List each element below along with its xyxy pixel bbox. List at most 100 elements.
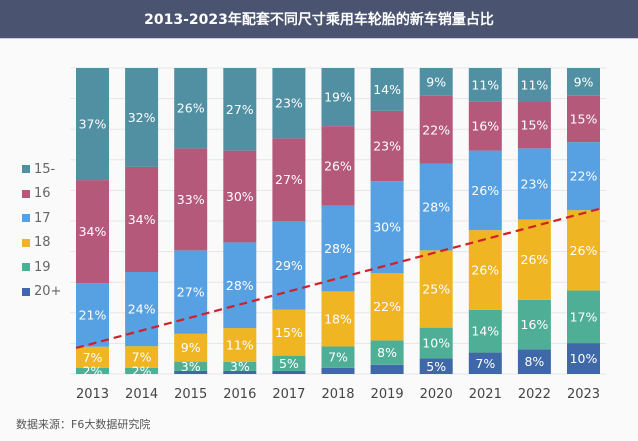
bar-segment-18-2015: [174, 333, 208, 362]
bar-segment-19-2015: [174, 361, 208, 371]
data-label: 37%: [79, 117, 107, 132]
bar-segment-18-2020: [419, 250, 453, 328]
bar-segment-17-2020: [419, 163, 453, 251]
data-label: 14%: [373, 82, 401, 97]
data-label: 5%: [426, 359, 446, 374]
bar-segment-16-2023: [567, 95, 600, 143]
bar-segment-17-2022: [517, 148, 551, 220]
data-label: 2%: [83, 363, 103, 378]
bar-segment-18-2022: [517, 219, 551, 300]
bar-segment-19-2018: [321, 346, 355, 368]
legend-item-15-: 15-: [22, 157, 61, 182]
bar-segment-18-2013: [76, 346, 109, 368]
data-label: 33%: [177, 192, 205, 207]
bar-segment-20+-2018: [321, 367, 355, 374]
x-tick-label: 2020: [420, 387, 453, 402]
bar-segment-19-2014: [125, 367, 159, 374]
legend-item-19: 19: [22, 255, 61, 280]
legend-item-20+: 20+: [22, 280, 61, 305]
legend-swatch: [22, 165, 30, 174]
data-label: 26%: [324, 158, 352, 173]
bar-segment-19-2016: [223, 361, 257, 371]
data-label: 11%: [521, 78, 549, 93]
bar-segment-15--2015: [174, 68, 208, 149]
data-label: 22%: [373, 299, 401, 314]
x-tick-label: 2013: [76, 387, 109, 402]
data-label: 8%: [377, 345, 397, 360]
bar-segment-16-2015: [174, 148, 208, 251]
data-label: 11%: [226, 337, 254, 352]
data-label: 26%: [471, 183, 499, 198]
data-label: 26%: [471, 262, 499, 277]
data-label: 23%: [373, 139, 401, 154]
legend-swatch: [22, 214, 30, 223]
legend-swatch: [22, 287, 30, 296]
x-tick-label: 2023: [567, 387, 600, 402]
data-label: 32%: [128, 110, 156, 125]
data-label: 30%: [373, 220, 401, 235]
bar-segment-16-2019: [370, 110, 404, 182]
data-label: 23%: [275, 96, 303, 111]
data-label: 2%: [132, 363, 152, 378]
data-label: 7%: [328, 350, 348, 365]
data-label: 10%: [422, 336, 450, 351]
data-label: 34%: [79, 224, 107, 239]
data-label: 16%: [521, 317, 549, 332]
legend-label: 17: [34, 210, 51, 226]
data-label: 23%: [521, 176, 549, 191]
bar-segment-15--2014: [125, 68, 159, 167]
bar-segment-15--2018: [321, 68, 355, 127]
bar-segment-16-2014: [125, 166, 159, 272]
bar-segment-20+-2021: [468, 352, 502, 374]
bar-segment-20+-2023: [567, 343, 600, 374]
data-label: 29%: [275, 258, 303, 273]
data-label: 7%: [132, 350, 152, 365]
data-label: 5%: [279, 356, 299, 371]
bar-segment-20+-2017: [272, 370, 306, 374]
data-label: 24%: [128, 302, 156, 317]
chart-title: 2013-2023年配套不同尺寸乘用车轮胎的新车销量占比: [0, 0, 638, 39]
legend-item-18: 18: [22, 231, 61, 256]
data-label: 26%: [177, 101, 205, 116]
data-label: 11%: [471, 77, 499, 92]
bar-segment-17-2018: [321, 205, 355, 292]
x-axis-ticks: 2013 2014 2015 2016 2017 2018 2019 2020 2021 2022…: [76, 387, 600, 402]
data-label: 26%: [521, 252, 549, 267]
data-source: 数据来源：F6大数据研究院: [16, 418, 151, 431]
x-tick-label: 2018: [321, 387, 354, 402]
x-tick-label: 2016: [223, 387, 256, 402]
x-tick-label: 2017: [272, 387, 305, 402]
data-label: 22%: [422, 122, 450, 137]
bar-segment-18-2016: [223, 328, 257, 362]
legend: 15- 16 17 18 19 20+: [22, 157, 61, 304]
bar-segment-20+-2020: [419, 358, 453, 374]
bar-segment-15--2021: [468, 68, 502, 102]
bar-segment-17-2019: [370, 181, 404, 274]
bar-segment-19-2013: [76, 367, 109, 374]
legend-swatch: [22, 238, 30, 247]
data-label: 15%: [521, 118, 549, 133]
data-label: 9%: [181, 340, 201, 355]
bar-segment-18-2021: [468, 230, 502, 310]
x-tick-label: 2014: [125, 387, 158, 402]
data-label: 10%: [570, 351, 598, 366]
bar-segment-16-2021: [468, 101, 502, 151]
legend-item-17: 17: [22, 206, 61, 231]
legend-label: 18: [34, 235, 51, 251]
legend-swatch: [22, 263, 30, 272]
bar-segment-19-2019: [370, 340, 404, 365]
data-label: 28%: [422, 200, 450, 215]
data-label: 14%: [471, 324, 499, 339]
data-label: 15%: [275, 325, 303, 340]
bar-segment-15--2016: [223, 68, 257, 151]
bar-segment-17-2013: [76, 283, 109, 347]
legend-swatch: [22, 189, 30, 198]
bar-segment-16-2022: [517, 102, 551, 149]
legend-label: 16: [34, 186, 51, 202]
legend-item-16: 16: [22, 182, 61, 207]
bar-segment-16-2020: [419, 95, 453, 164]
x-tick-label: 2022: [518, 387, 551, 402]
data-label: 7%: [475, 356, 495, 371]
data-label: 27%: [177, 285, 205, 300]
x-tick-label: 2021: [469, 387, 502, 402]
